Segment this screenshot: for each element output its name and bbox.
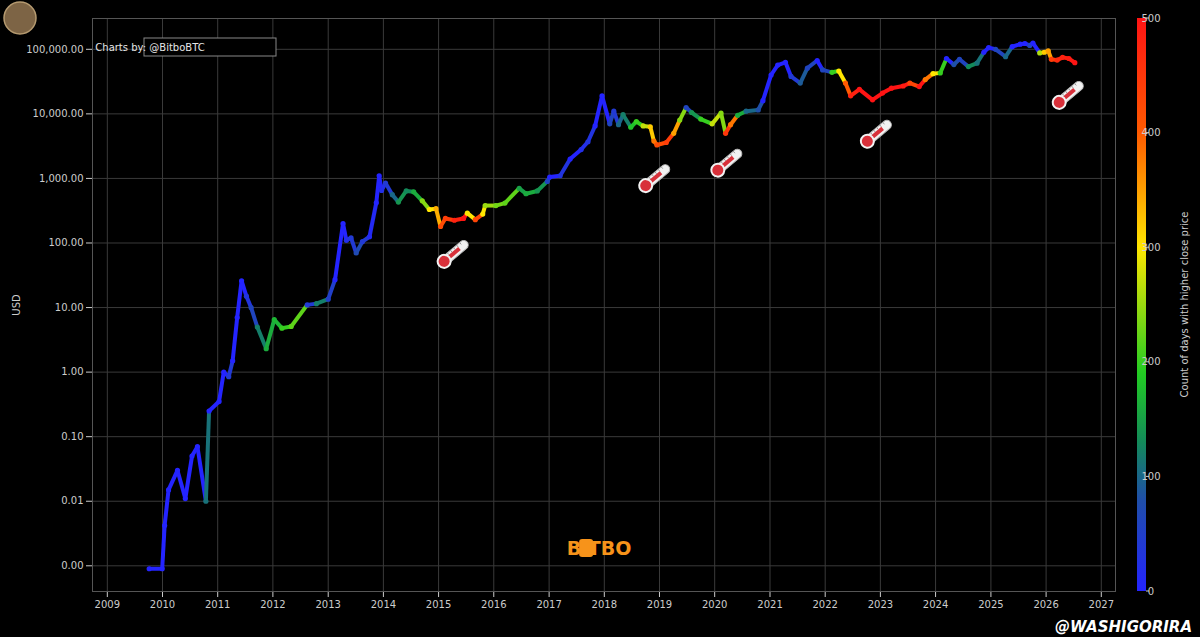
svg-text:0: 0 <box>1148 586 1154 597</box>
svg-text:0.10: 0.10 <box>61 431 83 442</box>
svg-text:2021: 2021 <box>757 599 782 610</box>
svg-text:USD: USD <box>11 294 22 316</box>
svg-text:2010: 2010 <box>150 599 175 610</box>
svg-text:100: 100 <box>1141 471 1160 482</box>
svg-text:Charts by: @BitboBTC: Charts by: @BitboBTC <box>95 42 204 53</box>
svg-text:BiTBO: BiTBO <box>567 537 632 559</box>
svg-text:Count of days with higher clos: Count of days with higher close price <box>1179 212 1190 398</box>
svg-text:2026: 2026 <box>1033 599 1058 610</box>
svg-text:200: 200 <box>1141 356 1160 367</box>
svg-text:2011: 2011 <box>205 599 230 610</box>
svg-text:2014: 2014 <box>371 599 396 610</box>
svg-text:10,000.00: 10,000.00 <box>33 108 84 119</box>
svg-text:2013: 2013 <box>315 599 340 610</box>
svg-text:2023: 2023 <box>868 599 893 610</box>
svg-text:0.01: 0.01 <box>61 495 83 506</box>
svg-text:2012: 2012 <box>260 599 285 610</box>
svg-text:2009: 2009 <box>95 599 120 610</box>
svg-text:400: 400 <box>1141 127 1160 138</box>
svg-text:100,000.00: 100,000.00 <box>26 44 83 55</box>
svg-text:2022: 2022 <box>812 599 837 610</box>
svg-text:2024: 2024 <box>923 599 948 610</box>
svg-text:2025: 2025 <box>978 599 1003 610</box>
svg-text:2020: 2020 <box>702 599 727 610</box>
svg-text:1.00: 1.00 <box>61 366 83 377</box>
svg-text:500: 500 <box>1141 13 1160 24</box>
svg-text:300: 300 <box>1141 242 1160 253</box>
svg-text:10.00: 10.00 <box>55 302 84 313</box>
svg-text:2016: 2016 <box>481 599 506 610</box>
svg-text:2019: 2019 <box>647 599 672 610</box>
svg-text:2027: 2027 <box>1089 599 1114 610</box>
svg-text:2017: 2017 <box>536 599 561 610</box>
svg-text:2015: 2015 <box>426 599 451 610</box>
svg-text:2018: 2018 <box>592 599 617 610</box>
svg-text:1,000.00: 1,000.00 <box>39 173 84 184</box>
svg-text:@WASHIGORIRA: @WASHIGORIRA <box>1055 618 1192 636</box>
svg-text:100.00: 100.00 <box>49 237 84 248</box>
svg-text:0.00: 0.00 <box>61 560 83 571</box>
